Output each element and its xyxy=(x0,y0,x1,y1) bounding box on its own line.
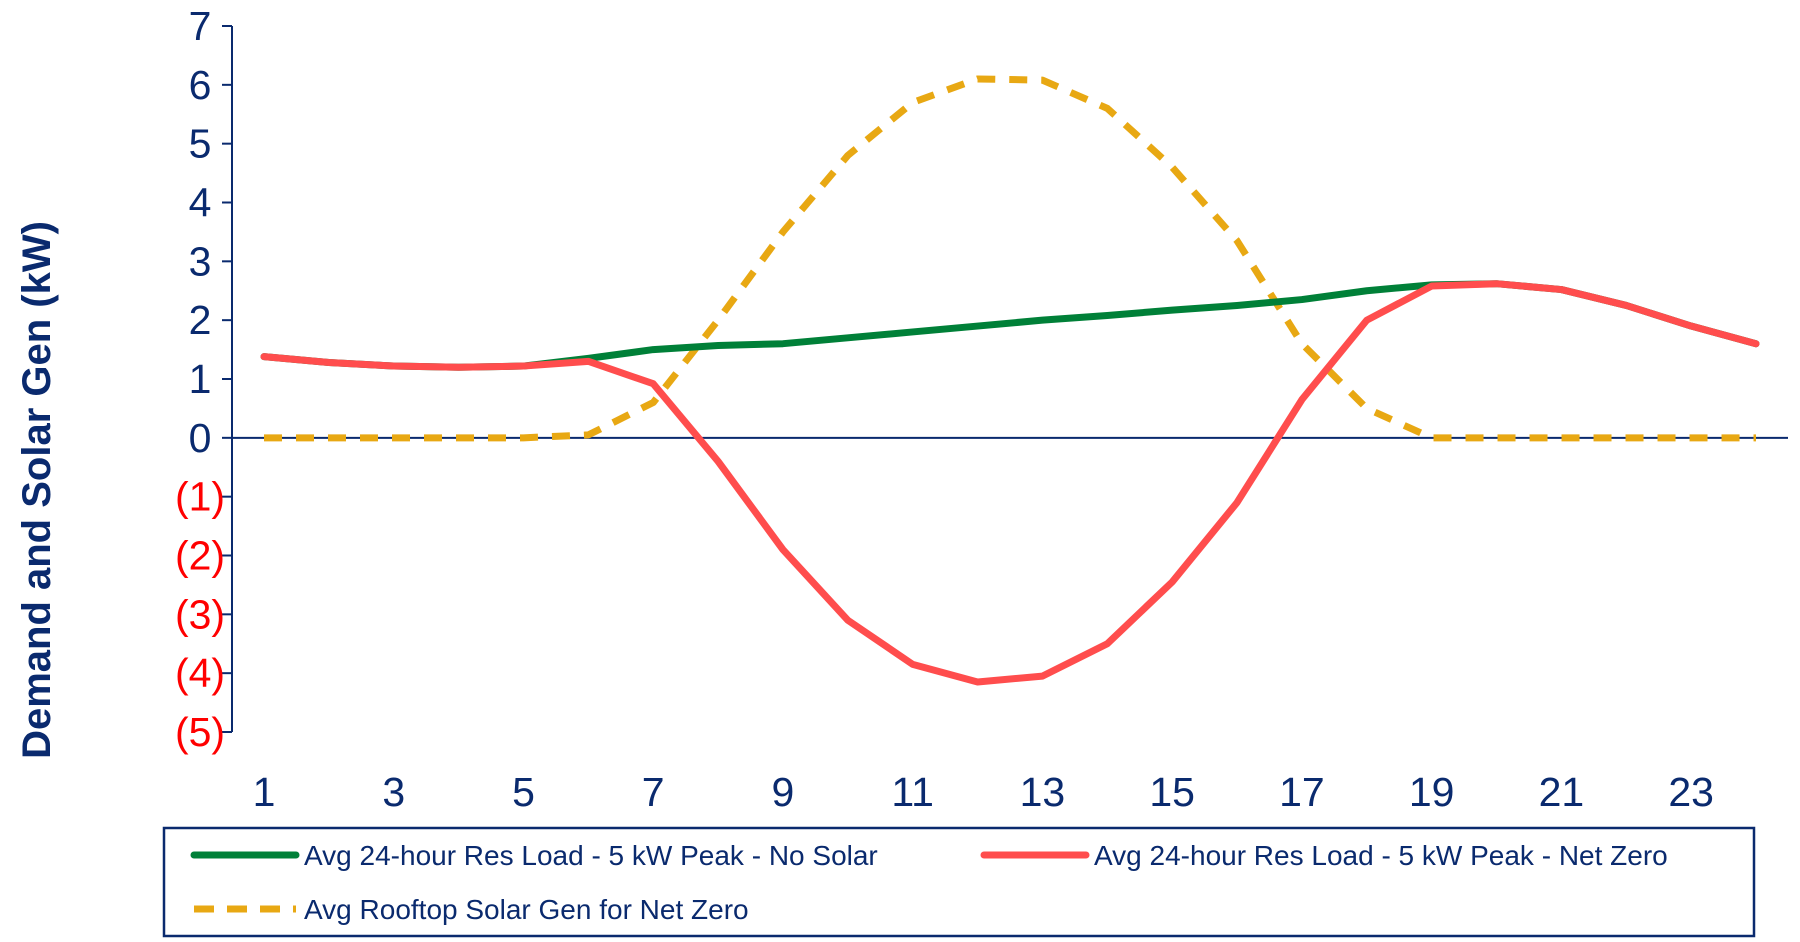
x-tick-label: 3 xyxy=(382,769,405,815)
x-tick-label: 17 xyxy=(1279,769,1325,815)
x-tick-label: 13 xyxy=(1020,769,1066,815)
y-axis-title: Demand and Solar Gen (kW) xyxy=(15,221,59,759)
y-tick-label: (3) xyxy=(175,591,225,637)
y-tick-label: 5 xyxy=(189,121,212,167)
y-tick-label: 1 xyxy=(189,356,212,402)
legend: Avg 24-hour Res Load - 5 kW Peak - No So… xyxy=(190,840,1668,925)
series-line-2 xyxy=(264,75,1756,442)
x-tick-label: 11 xyxy=(891,769,934,815)
x-tick-label: 7 xyxy=(642,769,665,815)
x-tick-label: 5 xyxy=(512,769,535,815)
y-tick-label: 6 xyxy=(189,62,212,108)
y-tick-label: (5) xyxy=(175,709,225,755)
x-tick-label: 1 xyxy=(253,769,276,815)
x-tick-label: 23 xyxy=(1668,769,1714,815)
legend-label: Avg 24-hour Res Load - 5 kW Peak - No So… xyxy=(304,840,878,871)
x-tick-label: 15 xyxy=(1149,769,1195,815)
x-tick-label: 9 xyxy=(772,769,795,815)
legend-label: Avg Rooftop Solar Gen for Net Zero xyxy=(304,894,749,925)
y-tick-label: (2) xyxy=(175,533,225,579)
y-tick-label: (4) xyxy=(175,650,225,696)
series-line-1 xyxy=(260,280,1760,686)
y-tick-label: 4 xyxy=(189,180,212,226)
y-tick-label: 0 xyxy=(189,415,212,461)
series-line-0 xyxy=(260,280,1760,371)
y-tick-label: 2 xyxy=(189,297,212,343)
y-tick-label: 3 xyxy=(189,238,212,284)
y-tick-label: (1) xyxy=(175,474,225,520)
x-tick-label: 19 xyxy=(1409,769,1455,815)
legend-label: Avg 24-hour Res Load - 5 kW Peak - Net Z… xyxy=(1094,840,1668,871)
legend-box xyxy=(162,826,1756,938)
y-tick-label: 7 xyxy=(189,3,212,49)
x-tick-label: 21 xyxy=(1539,769,1585,815)
